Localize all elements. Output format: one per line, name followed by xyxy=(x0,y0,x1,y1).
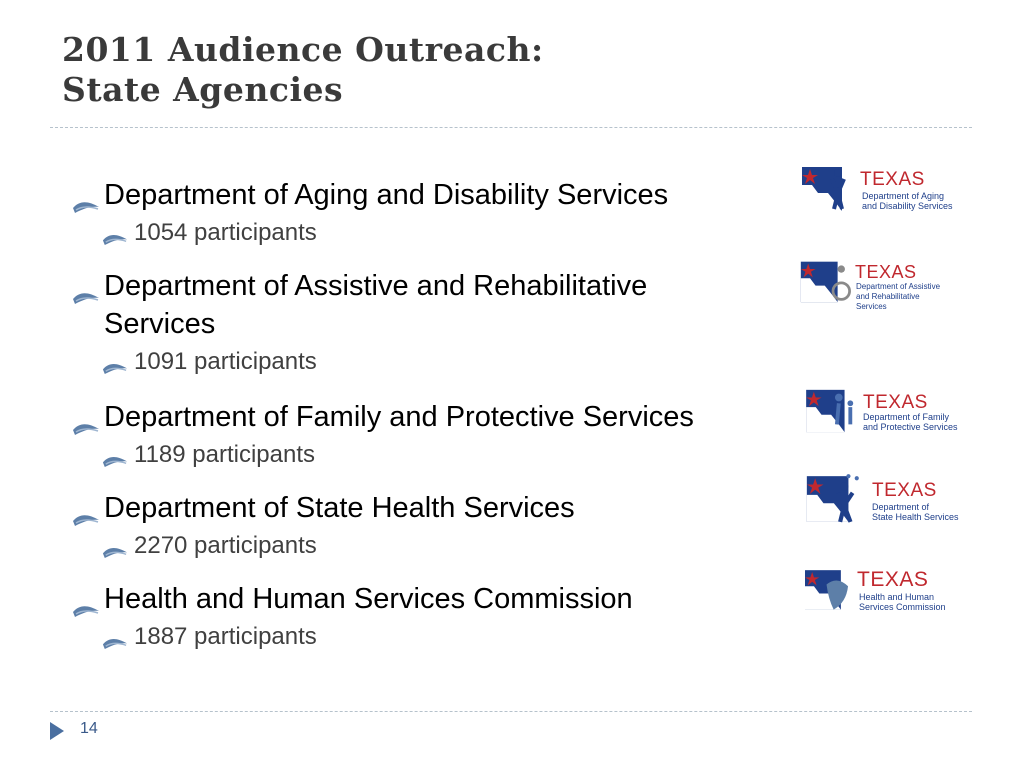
participants-count: 1189 participants xyxy=(134,441,316,468)
dshs-logo: TEXAS Department of State Health Services xyxy=(806,472,959,524)
winged-arrow-icon xyxy=(102,446,128,467)
agency-name-line: Department of Family and Protective Serv… xyxy=(72,398,802,436)
participants-line: 2270 participants xyxy=(102,531,802,561)
logo-agency-text: Department of Assistive and Rehabilitativ… xyxy=(856,282,941,311)
winged-arrow-icon xyxy=(102,628,128,649)
winged-arrow-icon xyxy=(102,353,128,374)
participants-count: 2270 participants xyxy=(134,532,317,559)
dars-logo: TEXAS Department of Assistive and Rehabil… xyxy=(800,258,950,311)
page-number: 14 xyxy=(80,720,98,737)
slide-title: 2011 Audience Outreach: State Agencies xyxy=(62,30,544,110)
winged-arrow-icon xyxy=(72,277,100,304)
top-divider xyxy=(50,127,972,128)
triangle-right-icon xyxy=(50,722,64,740)
logo-state: TEXAS xyxy=(855,262,917,282)
participants-line: 1091 participants xyxy=(102,347,802,377)
participants-line: 1887 participants xyxy=(102,622,802,652)
logo-state: TEXAS xyxy=(857,568,929,591)
logo-agency-text: Department of Family and Protective Servi… xyxy=(863,412,958,432)
hhsc-logo: TEXAS Health and Human Services Commissio… xyxy=(805,564,955,616)
participants-count: 1887 participants xyxy=(134,623,317,650)
texas-star-mark-icon xyxy=(806,389,854,433)
texas-star-mark-icon xyxy=(806,474,859,523)
agency-name-continued: Services xyxy=(104,308,216,340)
dads-logo: TEXAS Department of Aging and Disability … xyxy=(802,163,953,215)
participants-count: 1091 participants xyxy=(134,348,317,375)
agency-name: Department of State Health Services xyxy=(104,492,575,524)
bottom-divider xyxy=(50,711,972,712)
texas-star-mark-icon xyxy=(800,261,851,303)
logo-state: TEXAS xyxy=(872,480,937,501)
agency-name-line: Health and Human Services Commission xyxy=(72,580,802,618)
participants-line: 1054 participants xyxy=(102,218,802,248)
winged-arrow-icon xyxy=(102,537,128,558)
agency-item: Department of State Health Services 2270… xyxy=(72,489,802,561)
dfps-logo: TEXAS Department of Family and Protective… xyxy=(805,386,958,438)
logo-agency-text: Health and Human Services Commission xyxy=(859,592,946,612)
agency-item: Department of Assistive and Rehabilitati… xyxy=(72,267,802,377)
agency-item: Health and Human Services Commission 188… xyxy=(72,580,802,652)
logo-agency-text: Department of State Health Services xyxy=(872,502,959,522)
logo-state: TEXAS xyxy=(860,169,925,190)
agency-name: Department of Assistive and Rehabilitati… xyxy=(104,270,648,302)
texas-star-mark-icon xyxy=(802,167,846,211)
winged-arrow-icon xyxy=(72,408,100,435)
agency-name-line: Department of Assistive and Rehabilitati… xyxy=(72,267,802,343)
winged-arrow-icon xyxy=(102,224,128,245)
agency-name-line: Department of State Health Services xyxy=(72,489,802,527)
agency-name-line: Department of Aging and Disability Servi… xyxy=(72,176,802,214)
agency-name: Health and Human Services Commission xyxy=(104,583,633,615)
texas-star-mark-icon xyxy=(805,570,849,610)
agency-name: Department of Family and Protective Serv… xyxy=(104,401,694,433)
winged-arrow-icon xyxy=(72,590,100,617)
agency-item: Department of Aging and Disability Servi… xyxy=(72,176,802,248)
participants-line: 1189 participants xyxy=(102,440,802,470)
title-line-2: State Agencies xyxy=(62,70,344,109)
title-line-1: 2011 Audience Outreach: xyxy=(62,30,544,69)
participants-count: 1054 participants xyxy=(134,219,317,246)
agency-name: Department of Aging and Disability Servi… xyxy=(104,179,669,211)
logo-agency-text: Department of Aging and Disability Servic… xyxy=(862,191,953,211)
logo-state: TEXAS xyxy=(863,392,928,413)
agency-item: Department of Family and Protective Serv… xyxy=(72,398,802,470)
winged-arrow-icon xyxy=(72,499,100,526)
winged-arrow-icon xyxy=(72,186,100,213)
